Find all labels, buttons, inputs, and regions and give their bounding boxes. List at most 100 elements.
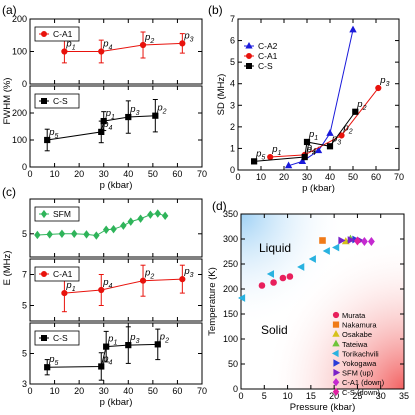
data-point xyxy=(326,129,334,136)
x-tick-label: 10 xyxy=(50,386,60,396)
legend-marker xyxy=(41,271,47,277)
x-tick-label: 30 xyxy=(302,172,312,182)
a-ylabel: FWHM (%) xyxy=(2,78,13,125)
y-axis-label: Temperature (K) xyxy=(207,267,218,336)
data-point xyxy=(284,161,293,169)
y-tick-label: 250 xyxy=(223,259,238,269)
data-point xyxy=(98,363,105,370)
legend-label: SFM (up) xyxy=(342,369,374,378)
legend-marker xyxy=(332,321,340,328)
legend-box xyxy=(34,206,80,222)
legend-marker xyxy=(41,335,47,341)
data-point xyxy=(297,263,305,271)
point-label: p4 xyxy=(102,353,112,366)
data-point xyxy=(303,138,311,146)
point-label: p3 xyxy=(379,75,389,88)
legend-marker xyxy=(332,330,340,337)
x-tick-label: 70 xyxy=(197,386,207,396)
y-tick-label: 6 xyxy=(230,36,235,46)
series-torikachvili xyxy=(237,243,340,302)
data-point xyxy=(102,225,110,234)
legend-label: C-S (down) xyxy=(342,388,380,397)
x-tick-label: 20 xyxy=(74,169,84,179)
point-label: p2 xyxy=(159,331,169,344)
data-point xyxy=(100,118,107,125)
point-label: p5 xyxy=(48,354,58,367)
legend-marker xyxy=(41,31,47,37)
region-label-solid: Solid xyxy=(261,323,288,337)
data-point xyxy=(61,290,68,297)
data-point xyxy=(279,274,287,282)
point-label: p1 xyxy=(308,129,318,142)
x-tick-label: 0 xyxy=(238,391,243,401)
plot-c-bottom: 0 10 20 30 40 50 60 70 3 5 p (kbar) p5 p4 p1 p3 p2 C-S xyxy=(22,322,207,408)
data-point xyxy=(154,209,162,218)
data-point xyxy=(139,41,147,49)
point-label: p2 xyxy=(343,122,353,135)
x-tick-label: 20 xyxy=(329,391,339,401)
data-point xyxy=(161,211,169,221)
x-tick-label: 70 xyxy=(394,172,404,182)
point-label: p1 xyxy=(271,144,281,157)
legend-box xyxy=(34,330,80,346)
legend-label: C-A1 xyxy=(53,29,73,39)
legend-marker xyxy=(332,387,340,397)
data-point xyxy=(34,230,41,240)
legend-label: C-S xyxy=(53,96,68,106)
point-label: p2 xyxy=(156,103,166,116)
legend-marker xyxy=(246,63,252,69)
x-tick-label: 10 xyxy=(256,172,266,182)
data-point xyxy=(120,221,127,230)
y-tick-label: 50 xyxy=(228,359,238,369)
axes-frame xyxy=(237,18,400,171)
legend-marker xyxy=(333,368,341,377)
x-tick-label: 60 xyxy=(172,169,182,179)
data-point xyxy=(251,158,258,165)
data-point xyxy=(98,286,105,294)
x-tick-label: 0 xyxy=(27,169,32,179)
y-tick-label: 7 xyxy=(230,14,235,24)
series-line xyxy=(64,278,183,294)
data-point xyxy=(301,153,308,161)
x-tick-label: 30 xyxy=(99,386,109,396)
x-tick-label: 25 xyxy=(352,391,362,401)
y-tick-label: 5 xyxy=(22,301,27,311)
x-tick-label: 40 xyxy=(123,386,133,396)
panel-label-a: (a) xyxy=(2,3,17,17)
x-axis-label: p (kbar) xyxy=(100,180,133,191)
data-point xyxy=(267,153,274,161)
data-point xyxy=(125,342,132,349)
legend-marker xyxy=(332,377,340,387)
data-point xyxy=(125,113,132,121)
point-label: p5 xyxy=(255,148,265,161)
point-label: p1 xyxy=(65,39,75,52)
legend-marker xyxy=(332,311,340,319)
y-tick-label: 150 xyxy=(223,309,238,319)
point-label: p4 xyxy=(306,144,316,157)
legend-box xyxy=(34,26,80,42)
plot-a-top: 0 100 200 p1 p4 p2 p3 C-A1 xyxy=(12,14,203,89)
point-label: p2 xyxy=(144,268,154,281)
legend-label: C-A2 xyxy=(258,41,278,51)
data-point xyxy=(98,48,105,55)
y-tick-label: 5 xyxy=(230,57,235,67)
series-c-a2 xyxy=(284,25,357,169)
data-point xyxy=(44,136,51,144)
x-tick-label: 50 xyxy=(348,172,358,182)
point-label: p3 xyxy=(183,266,193,279)
data-point xyxy=(353,236,361,246)
data-point xyxy=(154,341,161,348)
data-point xyxy=(44,364,51,371)
point-label: p5 xyxy=(48,127,58,140)
series-murata xyxy=(258,273,294,289)
y-tick-label: 4 xyxy=(230,79,235,89)
y-tick-label: 200 xyxy=(12,108,27,118)
legend-box xyxy=(34,93,80,109)
data-point xyxy=(347,236,355,244)
x-tick-label: 70 xyxy=(197,169,207,179)
legend-label: C-S xyxy=(258,61,273,71)
